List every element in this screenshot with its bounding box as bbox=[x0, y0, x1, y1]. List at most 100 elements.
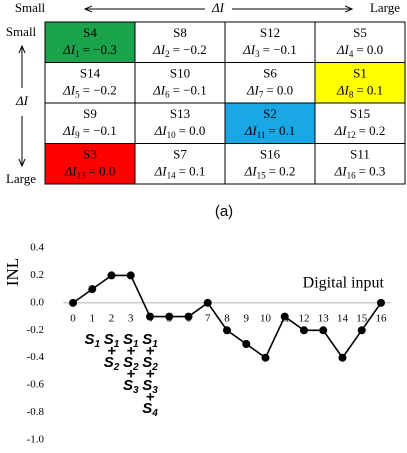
delta: ΔI bbox=[64, 163, 78, 178]
y-tick-label: 0.4 bbox=[30, 242, 44, 254]
cell-name: S1 bbox=[353, 65, 367, 80]
delta: ΔI bbox=[334, 163, 348, 178]
cell-label: ΔI1 = −0.3 bbox=[62, 42, 117, 59]
index: 7 bbox=[259, 90, 264, 100]
value: = −0.2 bbox=[173, 42, 207, 57]
annotation: + bbox=[126, 342, 135, 359]
annotation: S2 bbox=[142, 354, 158, 373]
x-tick-label: 13 bbox=[318, 312, 330, 324]
top-start: Small bbox=[15, 0, 46, 15]
value: = 0.1 bbox=[179, 163, 206, 178]
annotation: + bbox=[126, 365, 135, 382]
value: = 0.0 bbox=[179, 123, 206, 138]
x-tick-label: 0 bbox=[70, 312, 76, 324]
value: = −0.2 bbox=[83, 82, 117, 97]
cell-name: S12 bbox=[260, 25, 280, 40]
index: 9 bbox=[75, 130, 80, 140]
cell-label: ΔI2 = −0.2 bbox=[152, 42, 207, 59]
cell-name: S4 bbox=[83, 25, 97, 40]
point bbox=[146, 312, 155, 321]
point bbox=[357, 326, 366, 335]
y-tick-label: 0.2 bbox=[30, 269, 44, 281]
point bbox=[184, 312, 193, 321]
annotation: S3 bbox=[142, 377, 158, 396]
index: 14 bbox=[167, 171, 177, 181]
point bbox=[319, 326, 328, 335]
point bbox=[165, 312, 174, 321]
x-tick-label: 14 bbox=[337, 312, 349, 324]
value: = −0.1 bbox=[173, 82, 207, 97]
cell bbox=[44, 143, 136, 185]
x-tick-label: 9 bbox=[243, 312, 249, 324]
cell-label: ΔI3 = −0.1 bbox=[242, 42, 297, 59]
value: = 0.0 bbox=[266, 82, 293, 97]
index: 10 bbox=[167, 130, 177, 140]
value: = 0.1 bbox=[268, 123, 295, 138]
cell bbox=[134, 143, 226, 185]
cell-name: S5 bbox=[353, 25, 367, 40]
left-end: Large bbox=[6, 171, 36, 186]
point bbox=[203, 298, 212, 307]
annotation: S1 bbox=[84, 331, 100, 350]
point bbox=[88, 285, 97, 294]
annotation: S1 bbox=[104, 331, 120, 350]
annotation: + bbox=[146, 388, 155, 405]
index: 12 bbox=[347, 130, 356, 140]
point bbox=[261, 353, 270, 362]
x-tick-label: 16 bbox=[375, 312, 387, 324]
value: = 0.0 bbox=[356, 42, 383, 57]
cell bbox=[134, 62, 226, 104]
cell-label: ΔI4 = 0.0 bbox=[336, 42, 383, 59]
annotation: S2 bbox=[104, 354, 120, 373]
x-tick-label: 2 bbox=[109, 312, 115, 324]
cell bbox=[44, 102, 136, 144]
index: 1 bbox=[75, 49, 80, 59]
annotation: S4 bbox=[142, 400, 158, 419]
x-tick-label: 7 bbox=[205, 312, 211, 324]
delta: ΔI bbox=[244, 163, 258, 178]
cell-name: S11 bbox=[350, 146, 370, 161]
cell bbox=[314, 21, 406, 63]
annotation: S2 bbox=[123, 354, 139, 373]
delta: ΔI bbox=[246, 82, 260, 97]
delta: ΔI bbox=[62, 42, 76, 57]
y-tick-label: -0.4 bbox=[27, 351, 45, 363]
y-tick-label: -0.8 bbox=[27, 406, 45, 418]
cell bbox=[44, 21, 136, 63]
annotation: S3 bbox=[123, 377, 139, 396]
index: 15 bbox=[257, 171, 267, 181]
value: = −0.1 bbox=[263, 42, 297, 57]
cell-name: S8 bbox=[173, 25, 187, 40]
point bbox=[126, 271, 135, 280]
x-tick-label: 8 bbox=[224, 312, 230, 324]
point bbox=[338, 353, 347, 362]
left-start: Small bbox=[6, 24, 37, 39]
top-end: Large bbox=[370, 0, 400, 15]
delta: ΔI bbox=[62, 82, 76, 97]
index: 6 bbox=[165, 90, 170, 100]
y-axis-label: INL bbox=[3, 258, 22, 286]
delta: ΔI bbox=[62, 123, 76, 138]
index: 2 bbox=[165, 49, 170, 59]
annotation: + bbox=[146, 342, 155, 359]
cell-name: S7 bbox=[173, 146, 187, 161]
cell-label: ΔI7 = 0.0 bbox=[246, 82, 293, 99]
index: 16 bbox=[347, 171, 357, 181]
caption: (a) bbox=[215, 203, 233, 220]
cell bbox=[44, 62, 136, 104]
value: = 0.0 bbox=[89, 163, 116, 178]
point bbox=[376, 298, 385, 307]
point bbox=[242, 340, 251, 348]
delta: ΔI bbox=[336, 82, 350, 97]
y-tick-label: 0.0 bbox=[30, 296, 44, 308]
y-tick-label: -0.2 bbox=[27, 324, 44, 336]
delta: ΔI bbox=[154, 163, 168, 178]
cell-label: ΔI14 = 0.1 bbox=[154, 163, 206, 180]
cell-label: ΔI6 = −0.1 bbox=[152, 82, 207, 99]
cell-label: ΔI13 = 0.0 bbox=[64, 163, 116, 180]
delta: ΔI bbox=[152, 42, 166, 57]
cell-label: ΔI11 = 0.1 bbox=[244, 123, 295, 140]
point bbox=[280, 312, 289, 321]
cell-label: ΔI15 = 0.2 bbox=[244, 163, 296, 180]
